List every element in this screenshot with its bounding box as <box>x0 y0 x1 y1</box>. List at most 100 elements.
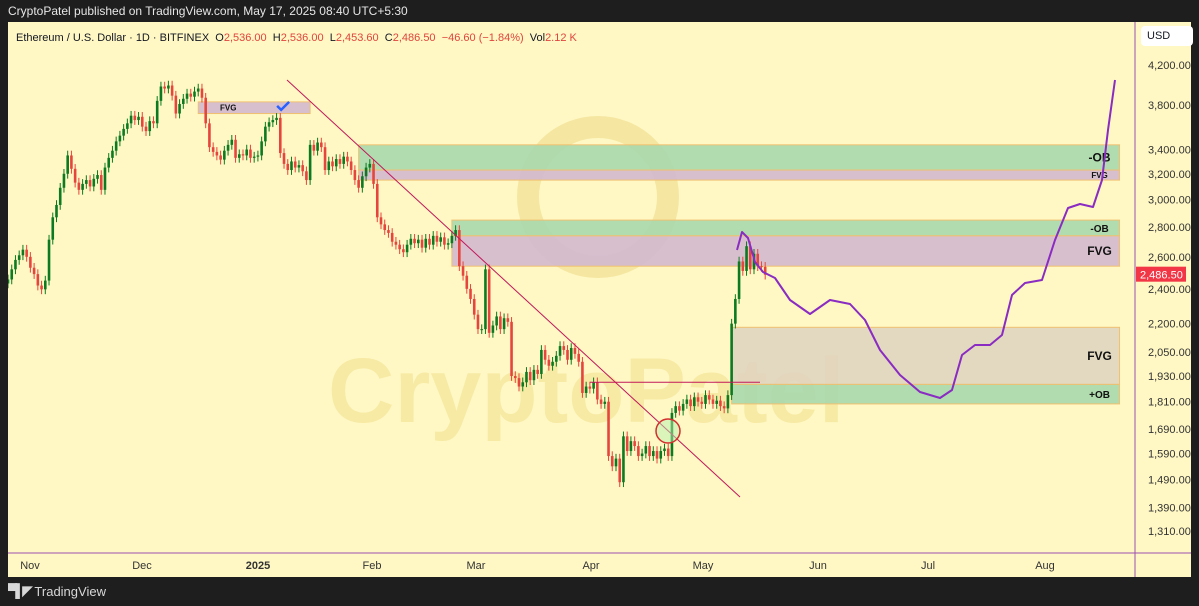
candle <box>316 142 319 151</box>
candle <box>372 163 375 184</box>
price-tick-label: 1,390.00 <box>1148 502 1191 514</box>
time-tick-label: Jun <box>809 560 827 572</box>
candle <box>707 395 711 400</box>
candle <box>454 230 457 236</box>
candle <box>521 382 525 387</box>
candle <box>200 88 204 98</box>
chart-panel[interactable]: CryptoPatel FVG -OB FVG -OB FVG FVG +OB 4,200.… <box>8 22 1193 577</box>
candle <box>230 139 234 145</box>
candle <box>159 86 163 101</box>
tradingview-logo-icon[interactable]: ▀▌◤ <box>8 583 32 598</box>
candle <box>458 230 461 267</box>
candle <box>655 451 659 459</box>
candle <box>185 93 189 99</box>
change-value: −46.60 (−1.84%) <box>441 32 524 44</box>
currency-button[interactable]: USD <box>1141 26 1193 46</box>
candle <box>301 165 304 172</box>
candle <box>8 279 10 284</box>
candle <box>704 395 707 404</box>
candle <box>122 128 125 136</box>
price-tick-label: 3,000.00 <box>1148 195 1191 207</box>
candle <box>558 346 562 356</box>
candle <box>446 243 450 245</box>
candle <box>290 161 293 171</box>
candle <box>81 183 84 190</box>
time-tick-label: Jul <box>921 560 935 572</box>
candle <box>763 266 767 275</box>
zone-label: -OB <box>1089 150 1111 164</box>
candle <box>734 298 737 324</box>
candle <box>678 406 681 411</box>
candle <box>275 117 278 121</box>
projection-path[interactable] <box>736 79 1116 399</box>
candle <box>170 85 174 96</box>
candle <box>513 376 517 379</box>
candle <box>36 274 40 286</box>
candle <box>126 123 129 129</box>
price-tick-label: 1,810.00 <box>1148 397 1191 409</box>
time-tick-label: 2025 <box>246 560 270 572</box>
candle <box>640 453 644 457</box>
candle <box>573 348 577 354</box>
candle <box>21 249 25 256</box>
candle <box>174 95 178 114</box>
candle <box>70 155 73 169</box>
candle <box>510 321 513 377</box>
candle <box>506 318 510 322</box>
price-tick-label: 2,600.00 <box>1148 252 1191 264</box>
candle <box>476 314 480 330</box>
candle <box>40 285 43 290</box>
volume-label: Vol <box>529 32 546 44</box>
price-tick-label: 3,800.00 <box>1148 100 1191 112</box>
candle <box>167 85 170 89</box>
price-tick-label: 1,930.00 <box>1148 371 1191 383</box>
candle <box>252 156 256 158</box>
symbol-title[interactable]: Ethereum / U.S. Dollar · 1D · BITFINEX <box>16 32 210 44</box>
candle <box>417 239 420 244</box>
candle <box>85 180 88 184</box>
candle <box>271 120 275 123</box>
candle <box>674 406 677 413</box>
time-tick-label: Feb <box>363 560 382 572</box>
time-tick-label: May <box>693 560 714 572</box>
candle <box>361 176 364 188</box>
candle <box>234 139 237 158</box>
watermark-logo-icon <box>517 116 679 278</box>
candle <box>137 116 140 121</box>
candle <box>155 100 159 124</box>
candle <box>17 255 21 260</box>
price-tick-label: 1,590.00 <box>1148 449 1191 461</box>
candle <box>353 170 357 181</box>
candle <box>47 239 51 281</box>
candle <box>226 144 230 151</box>
breakout-circle[interactable] <box>655 418 681 444</box>
candle <box>741 261 745 271</box>
price-tick-label: 2,400.00 <box>1148 284 1191 296</box>
candle <box>99 175 103 190</box>
candle <box>189 93 193 97</box>
brand-name[interactable]: TradingView <box>34 583 106 599</box>
time-tick-label: Apr <box>582 560 599 572</box>
candle <box>555 355 558 362</box>
candle <box>297 165 301 168</box>
candle <box>730 323 733 396</box>
candle <box>338 159 342 164</box>
candle <box>484 269 487 330</box>
zone-fvg <box>197 101 311 115</box>
candle <box>208 123 211 148</box>
price-tick-label: 1,310.00 <box>1148 526 1191 538</box>
candle <box>637 446 640 457</box>
publish-info: CryptoPatel published on TradingView.com… <box>8 4 408 18</box>
candle <box>267 122 271 127</box>
candle <box>659 451 663 459</box>
zone-ob <box>358 144 1121 171</box>
open-label: O <box>215 32 224 44</box>
candle <box>219 155 222 160</box>
candle <box>439 237 442 242</box>
candle <box>745 246 748 271</box>
candle <box>256 155 260 157</box>
time-tick-label: Nov <box>20 560 40 572</box>
candle <box>756 253 760 267</box>
candle <box>394 241 398 245</box>
